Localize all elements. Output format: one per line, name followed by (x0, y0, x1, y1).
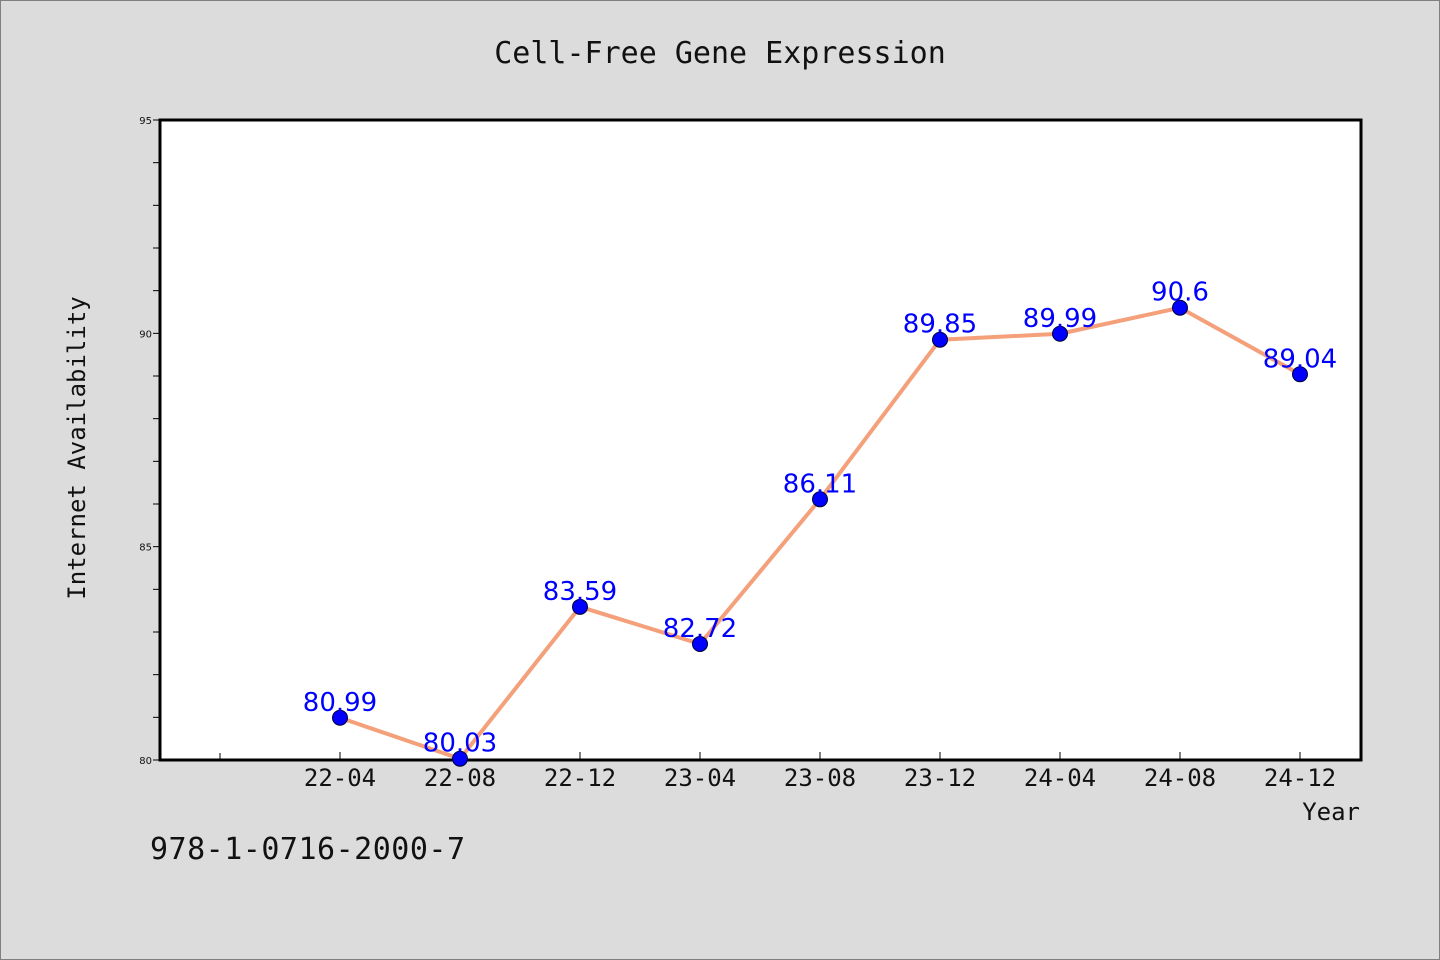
y-tick-label: 90 (139, 329, 152, 340)
chart-title: Cell-Free Gene Expression (494, 36, 946, 71)
data-point (1052, 325, 1068, 342)
y-axis-label: Internet Availability (63, 296, 91, 599)
data-label: 90.6 (1151, 278, 1209, 308)
data-labels: 80.99 80.03 83.59 82.72 86.11 89.85 89.99 90.6 8… (303, 278, 1337, 759)
x-tick-label: 23-12 (904, 764, 976, 792)
y-tick-label: 85 (139, 543, 152, 554)
x-tick-label: 24-04 (1024, 764, 1096, 792)
x-tick-label: 24-08 (1144, 764, 1216, 792)
data-point (1172, 299, 1188, 316)
x-axis-label: Year (1302, 798, 1360, 826)
y-axis: 80 85 90 95 (139, 116, 160, 767)
data-point (332, 709, 348, 726)
x-tick-label: 23-04 (664, 764, 736, 792)
data-label: 80.99 (303, 688, 377, 718)
x-tick-label: 22-08 (424, 764, 496, 792)
x-axis: 22-04 22-08 22-12 23-04 23-08 23-12 24-04 24-08… (219, 752, 1336, 792)
x-tick-label: 24-12 (1264, 764, 1336, 792)
data-point (692, 635, 708, 652)
data-label: 83.59 (543, 577, 617, 607)
isbn-identifier: 978-1-0716-2000-7 (150, 832, 466, 867)
data-label: 89.85 (903, 310, 977, 340)
data-label: 82.72 (663, 614, 737, 644)
data-label: 86.11 (783, 469, 857, 499)
data-series (332, 299, 1308, 767)
x-tick-label: 22-04 (304, 764, 376, 792)
y-tick-label: 80 (139, 756, 152, 767)
x-tick-label: 22-12 (544, 764, 616, 792)
data-label: 80.03 (423, 729, 497, 759)
data-point (452, 750, 468, 767)
data-label: 89.99 (1023, 304, 1097, 334)
data-point (1292, 366, 1308, 383)
data-point (572, 598, 588, 615)
data-point (932, 331, 948, 348)
x-tick-label: 23-08 (784, 764, 856, 792)
y-tick-label: 95 (139, 116, 152, 127)
plot-area (158, 118, 1363, 762)
data-label: 89.04 (1263, 344, 1337, 374)
data-point (812, 491, 828, 508)
